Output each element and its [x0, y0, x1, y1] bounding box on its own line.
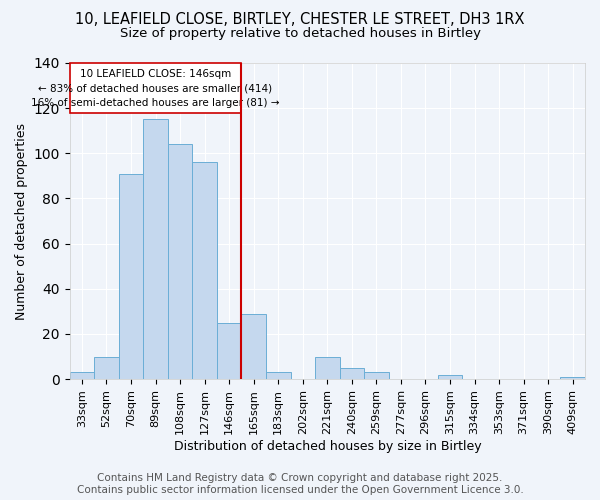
Bar	[217, 322, 241, 379]
Text: Contains HM Land Registry data © Crown copyright and database right 2025.
Contai: Contains HM Land Registry data © Crown c…	[77, 474, 523, 495]
Bar	[438, 374, 462, 379]
Text: ← 83% of detached houses are smaller (414): ← 83% of detached houses are smaller (41…	[38, 84, 272, 94]
FancyBboxPatch shape	[70, 63, 241, 112]
Bar	[364, 372, 389, 379]
Text: 10 LEAFIELD CLOSE: 146sqm: 10 LEAFIELD CLOSE: 146sqm	[80, 68, 231, 78]
Text: Size of property relative to detached houses in Birtley: Size of property relative to detached ho…	[119, 28, 481, 40]
Bar	[94, 356, 119, 379]
Bar	[70, 372, 94, 379]
Bar	[340, 368, 364, 379]
Bar	[560, 377, 585, 379]
Bar	[119, 174, 143, 379]
Bar	[315, 356, 340, 379]
Bar	[193, 162, 217, 379]
Bar	[241, 314, 266, 379]
Bar	[266, 372, 290, 379]
Text: 10, LEAFIELD CLOSE, BIRTLEY, CHESTER LE STREET, DH3 1RX: 10, LEAFIELD CLOSE, BIRTLEY, CHESTER LE …	[75, 12, 525, 28]
X-axis label: Distribution of detached houses by size in Birtley: Distribution of detached houses by size …	[173, 440, 481, 452]
Text: 16% of semi-detached houses are larger (81) →: 16% of semi-detached houses are larger (…	[31, 98, 280, 108]
Bar	[168, 144, 193, 379]
Y-axis label: Number of detached properties: Number of detached properties	[15, 122, 28, 320]
Bar	[143, 120, 168, 379]
